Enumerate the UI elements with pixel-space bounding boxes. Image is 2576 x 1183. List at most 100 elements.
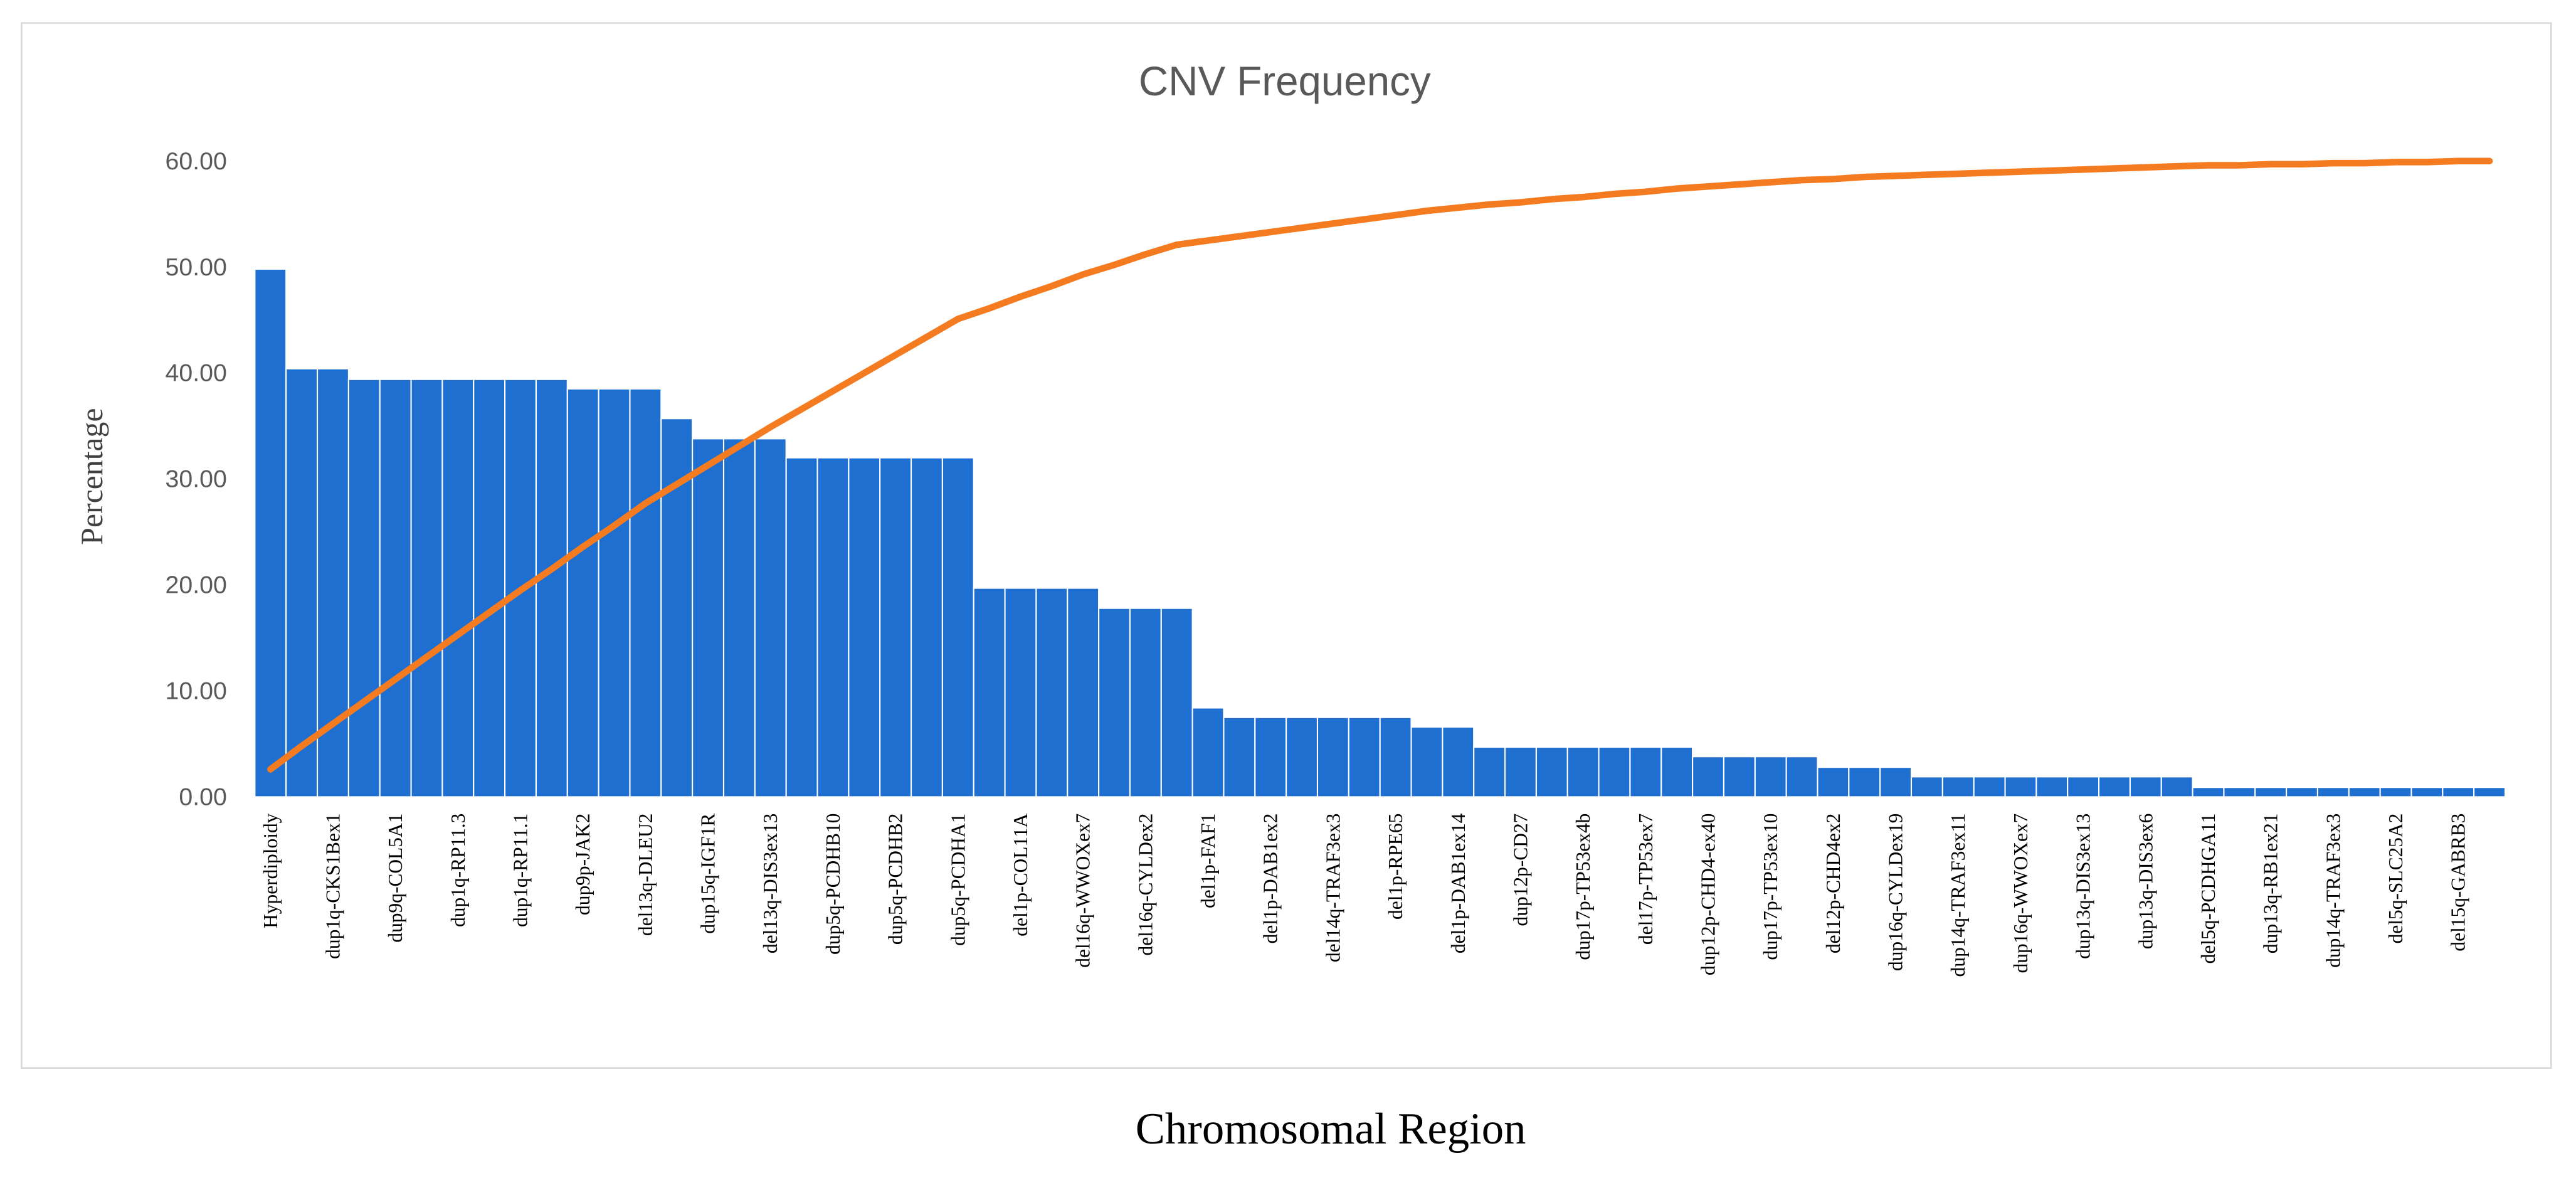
bar [2316, 787, 2350, 798]
bar [2192, 787, 2225, 798]
bar [1285, 716, 1319, 798]
bar [1067, 587, 1100, 798]
bar [1098, 607, 1131, 798]
x-tick-label: del1p-RPE65 [1385, 814, 1407, 920]
y-tick-label: 10.00 [166, 677, 227, 705]
bar [1785, 756, 1819, 798]
bar [1254, 716, 1287, 798]
bar [973, 587, 1006, 798]
bar [2379, 787, 2412, 798]
x-tick-label: dup1q-RP11.3 [447, 814, 469, 927]
x-tick-label: del1p-DAB1ex14 [1447, 813, 1469, 953]
bar [1504, 746, 1537, 798]
bar [2129, 776, 2162, 798]
bar [2160, 776, 2193, 798]
bar [754, 438, 787, 798]
y-tick-label: 0.00 [179, 783, 226, 811]
bar [722, 438, 756, 798]
bar [2348, 787, 2381, 798]
bar [2473, 787, 2506, 798]
x-tick-label: dup5q-PCDHB2 [885, 814, 907, 945]
bar [2004, 776, 2037, 798]
bar [2442, 787, 2475, 798]
x-tick-label: dup5q-PCDHB10 [822, 814, 844, 955]
bar [2286, 787, 2319, 798]
x-tick-label: del1p-FAF1 [1197, 814, 1219, 908]
bar [1692, 756, 1725, 798]
x-tick-label: del12p-CHD4ex2 [1822, 814, 1844, 953]
x-tick-label: dup9q-COL5A1 [384, 814, 406, 943]
x-tick-label: dup16q-WWOXex7 [2010, 814, 2032, 973]
bar [1754, 756, 1787, 798]
bar [911, 457, 943, 798]
x-tick-label: dup1q-RP11.1 [510, 814, 532, 927]
bar [1223, 716, 1256, 798]
y-tick-label: 60.00 [166, 147, 227, 175]
bar [1879, 767, 1913, 798]
x-tick-label: dup17p-TP53ex4b [1572, 814, 1594, 960]
bar [410, 378, 443, 798]
bar [785, 457, 818, 798]
bar [2410, 787, 2444, 798]
x-tick-label: del16q-WWOXex7 [1072, 814, 1094, 968]
x-tick-label: dup14q-TRAF3ex11 [1947, 814, 1969, 977]
bar [879, 457, 912, 798]
x-tick-label: dup13q-DIS3ex6 [2135, 814, 2156, 949]
bar [629, 388, 662, 798]
bar [441, 378, 475, 798]
bar [254, 268, 287, 798]
bar [1473, 746, 1506, 798]
bar [1598, 746, 1631, 798]
bar [285, 368, 319, 798]
x-tick-label: dup12p-CHD4-ex40 [1697, 814, 1719, 975]
bar [1535, 746, 1568, 798]
chart-title: CNV Frequency [1139, 58, 1431, 104]
bar [1848, 767, 1881, 798]
bar [1910, 776, 1943, 798]
x-tick-label: del1p-COL11A [1010, 813, 1032, 936]
bar [2035, 776, 2069, 798]
x-tick-label: del5q-PCDHGA11 [2197, 814, 2219, 964]
x-tick-label: dup1q-CKS1Bex1 [322, 814, 344, 959]
bar [1566, 746, 1600, 798]
bar [1035, 587, 1069, 798]
bar [2254, 787, 2288, 798]
x-tick-label: del16q-CYLDex2 [1134, 814, 1156, 956]
y-tick-label: 20.00 [166, 571, 227, 599]
x-axis-title: Chromosomal Region [1136, 1105, 1526, 1154]
bar [816, 457, 850, 798]
bar [535, 378, 568, 798]
x-tick-label: dup13q-RB1ex21 [2260, 814, 2282, 953]
y-tick-label: 40.00 [166, 359, 227, 387]
x-tick-label: del13q-DLEU2 [635, 814, 657, 936]
bar [1129, 607, 1162, 798]
y-axis-title: Percentage [75, 408, 109, 545]
bar [692, 438, 725, 798]
bar [1379, 716, 1412, 798]
bar [1973, 776, 2006, 798]
bar [1160, 607, 1193, 798]
bar [379, 378, 412, 798]
bar [941, 457, 974, 798]
y-tick-label: 50.00 [166, 253, 227, 281]
x-tick-label: del5q-SLC25A2 [2385, 814, 2407, 944]
x-tick-label: dup15q-IGF1R [697, 814, 719, 934]
x-tick-label: Hyperdiploidy [260, 813, 282, 928]
bar [1723, 756, 1756, 798]
bar [2067, 776, 2100, 798]
bar [1442, 726, 1475, 798]
bar [1660, 746, 1694, 798]
bar [347, 378, 381, 798]
x-tick-label: del13q-DIS3ex13 [759, 814, 781, 953]
bar [598, 388, 631, 798]
bar [1191, 707, 1225, 798]
x-tick-label: dup16q-CYLDex19 [1885, 814, 1907, 971]
bar [1629, 746, 1662, 798]
bar [1004, 587, 1037, 798]
x-tick-label: dup14q-TRAF3ex3 [2322, 814, 2344, 968]
y-tick-label: 30.00 [166, 465, 227, 493]
bar [2223, 787, 2256, 798]
x-tick-label: del15q-GABRB3 [2447, 814, 2469, 952]
